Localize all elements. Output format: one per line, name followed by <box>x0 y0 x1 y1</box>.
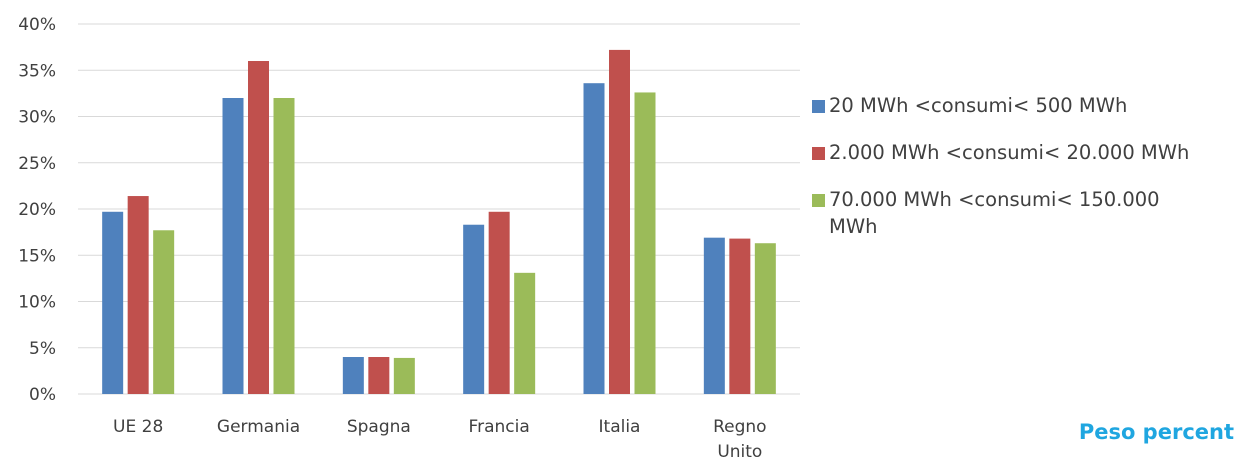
legend-swatch-series-2 <box>812 147 825 160</box>
legend-label-series-1: 20 MWh <consumi< 500 MWh <box>829 94 1128 117</box>
legend: 20 MWh <consumi< 500 MWh 2.000 MWh <cons… <box>812 92 1222 259</box>
legend-label-series-2: 2.000 MWh <consumi< 20.000 MWh <box>829 141 1190 164</box>
y-tick-label: 35% <box>18 61 56 81</box>
corner-caption: Peso percent <box>1000 414 1234 462</box>
x-category-label: Germania <box>217 417 300 437</box>
x-axis-category-labels: UE 28 Germania Spagna Francia Italia Regno Uni… <box>113 417 767 462</box>
bar-series-2-4 <box>609 49 630 395</box>
bar-series-1-5 <box>703 237 725 394</box>
legend-item-series-1: 20 MWh <consumi< 500 MWh <box>812 92 1222 119</box>
bar-series-3-4 <box>634 92 656 394</box>
x-category-label: UE 28 <box>113 417 163 437</box>
y-tick-label: 10% <box>18 293 56 313</box>
legend-swatch-series-1 <box>812 100 825 113</box>
gridlines <box>78 23 800 395</box>
x-category-label: Italia <box>599 417 641 437</box>
legend-item-series-3: 70.000 MWh <consumi< 150.000 MWh <box>812 186 1222 240</box>
bar-series-1-0 <box>102 211 124 394</box>
bar-series-3-5 <box>754 243 776 394</box>
y-tick-label: 30% <box>18 108 56 128</box>
bar-series-2-3 <box>488 211 510 394</box>
legend-label-series-3: 70.000 MWh <consumi< 150.000 MWh <box>829 188 1160 238</box>
bar-series-3-1 <box>273 98 295 394</box>
bar-series-2-0 <box>127 196 149 394</box>
y-tick-label: 15% <box>18 246 56 266</box>
bar-series-1-4 <box>583 83 605 394</box>
y-tick-label: 40% <box>18 15 56 35</box>
bar-series-3-2 <box>393 357 415 394</box>
bar-chart: 0% 5% 10% 15% 20% 25% 30% 35% 40% UE 28 Germania S… <box>18 15 800 462</box>
x-category-label: Francia <box>469 417 530 437</box>
y-tick-label: 5% <box>29 339 56 359</box>
y-tick-label: 20% <box>18 200 56 220</box>
legend-swatch-series-3 <box>812 194 825 207</box>
bar-series-3-0 <box>153 230 175 394</box>
y-tick-label: 25% <box>18 154 56 174</box>
bar-series-1-1 <box>222 98 244 394</box>
corner-caption-text: Peso percent <box>1078 420 1234 444</box>
legend-item-series-2: 2.000 MWh <consumi< 20.000 MWh <box>812 139 1222 166</box>
bar-series-1-2 <box>342 357 364 394</box>
x-category-label: Spagna <box>347 417 411 437</box>
bar-series-2-5 <box>729 238 751 394</box>
y-axis-tick-labels: 0% 5% 10% 15% 20% 25% 30% 35% 40% <box>18 15 56 405</box>
x-category-label: Regno Unito <box>713 417 766 462</box>
bar-series-1-3 <box>463 224 485 394</box>
bar-series-3-3 <box>514 272 536 394</box>
y-tick-label: 0% <box>29 385 56 405</box>
bar-series-2-2 <box>368 357 390 394</box>
bars <box>102 49 776 395</box>
bar-series-2-1 <box>248 61 269 394</box>
